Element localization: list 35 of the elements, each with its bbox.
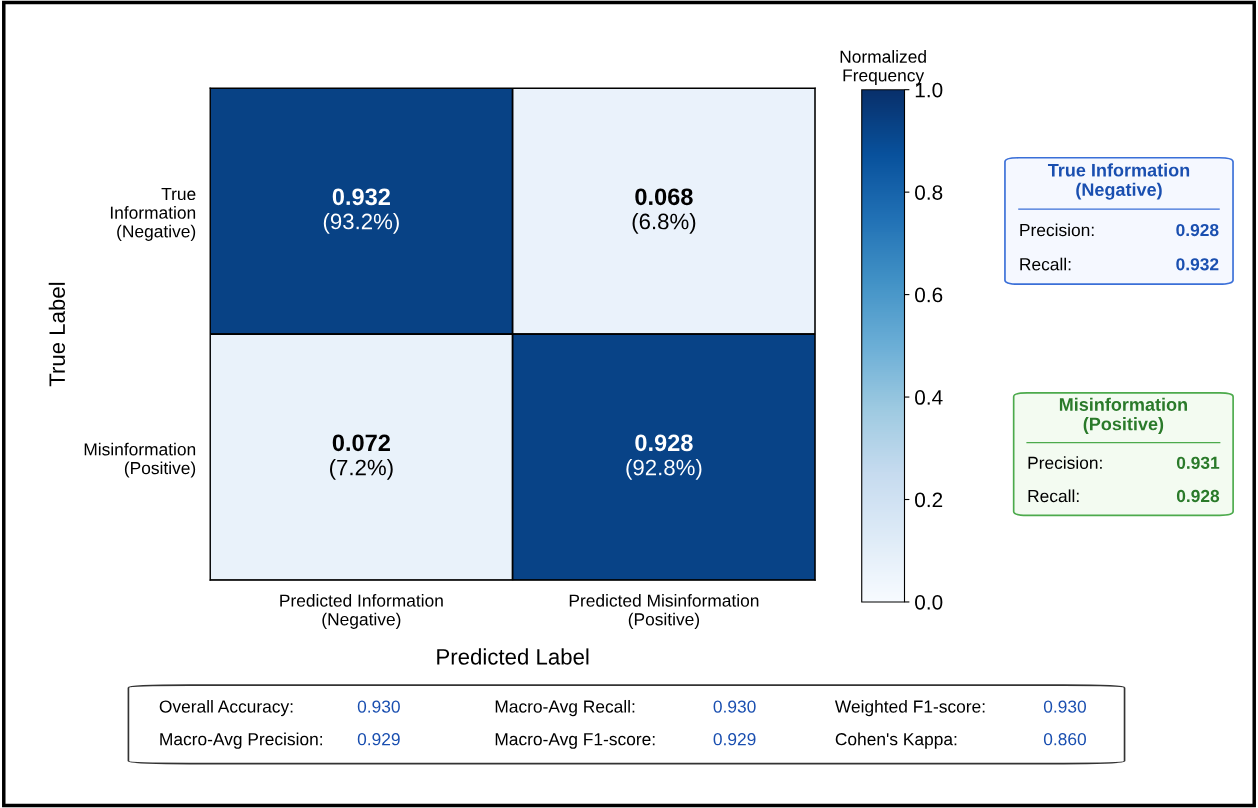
data-label: 0.068 (6.8%) <box>632 188 696 234</box>
y-axis-title: True Label <box>48 282 66 387</box>
text: Precision: <box>1020 223 1094 237</box>
text: 0.928 <box>1176 223 1219 237</box>
text: 0.928 <box>1176 489 1220 503</box>
text: Cohen's Kappa: <box>835 732 957 749</box>
text: 0.929 <box>713 733 756 746</box>
text: 0.931 <box>1176 456 1220 469</box>
color-bar-label: 0.6 <box>915 287 943 303</box>
data-label: 0.932 (93.2%) <box>323 188 399 234</box>
text: Recall: <box>1028 489 1079 503</box>
color-bar-label: 0.8 <box>915 185 943 200</box>
text: Misinformation (Positive) <box>1059 397 1187 434</box>
text: 0.930 <box>1043 700 1086 713</box>
text: Macro-Avg Recall: <box>495 699 635 717</box>
text: 0.929 <box>357 733 400 746</box>
color-bar-label: 0.2 <box>915 492 943 508</box>
color-bar-label: 0.4 <box>915 390 943 405</box>
x-axis-title: Predicted Label <box>437 648 589 665</box>
data-label: 0.928 (92.8%) <box>626 434 702 480</box>
text: Precision: <box>1028 456 1102 469</box>
x-tick-label: Predicted Misinformation (Positive) <box>569 594 759 629</box>
text: 0.860 <box>1043 733 1086 746</box>
data-label: 0.072 (7.2%) <box>330 434 393 480</box>
text: 0.932 <box>1176 258 1219 271</box>
text: Overall Accuracy: <box>159 699 293 717</box>
text: 0.930 <box>713 700 756 713</box>
text: 0.930 <box>357 700 400 713</box>
text: Macro-Avg Precision: <box>160 732 322 749</box>
text: True Information (Negative) <box>1047 163 1190 200</box>
text: Macro-Avg F1-score: <box>495 733 655 749</box>
x-tick-label: Predicted Information (Negative) <box>280 594 443 629</box>
text: Weighted F1-score: <box>834 699 985 717</box>
text: Recall: <box>1020 257 1071 271</box>
color-bar-label: 0.0 <box>915 594 943 610</box>
